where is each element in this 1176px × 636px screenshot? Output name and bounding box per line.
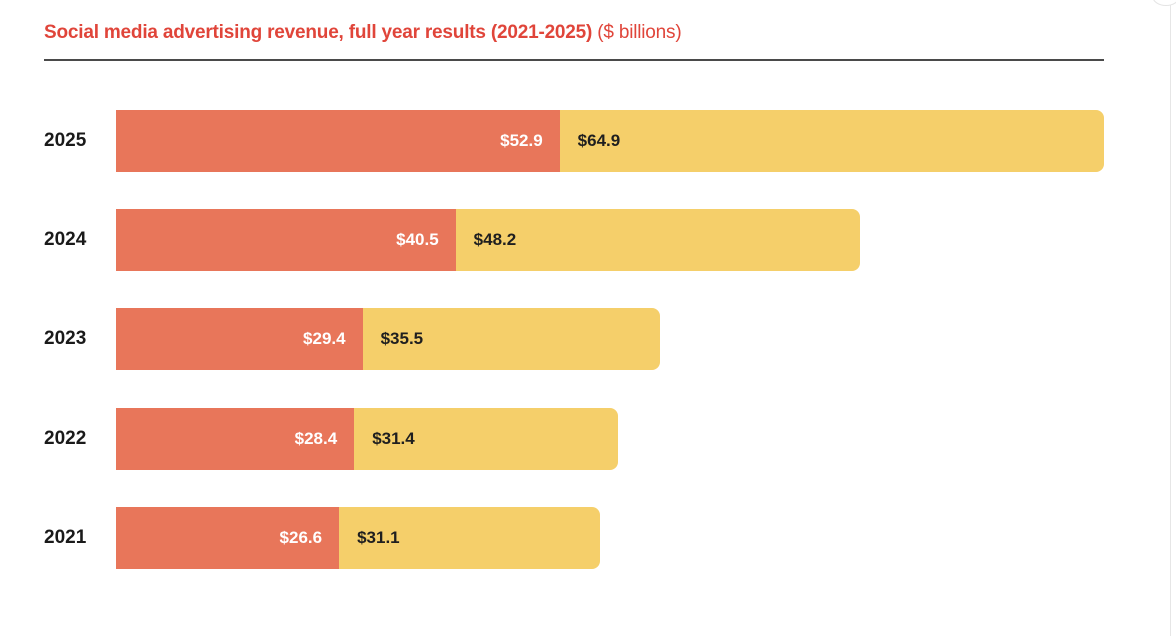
bar-segment-2: $31.4: [354, 407, 618, 470]
bar-segment-2: $48.2: [455, 209, 860, 272]
chart-title-unit: ($ billions): [597, 22, 682, 43]
bar-segment-1: $28.4: [116, 407, 355, 470]
bar-row-2021: 2021 $26.6 $31.1: [0, 506, 1176, 569]
category-label: 2024: [44, 229, 87, 251]
data-label: $29.4: [303, 329, 346, 349]
page-edge-divider: [1170, 0, 1171, 636]
category-label: 2025: [44, 130, 87, 151]
data-label: $64.9: [577, 131, 621, 150]
category-label: 2022: [44, 427, 87, 449]
data-label: $48.2: [473, 230, 517, 250]
bar-segment-1: $29.4: [116, 308, 363, 371]
bar-row-2023: 2023 $29.4 $35.5: [0, 308, 1176, 371]
bar-segment-2: $35.5: [362, 308, 661, 371]
bar-segment-1: $52.9: [116, 110, 560, 172]
chart-title: Social media advertising revenue, full y…: [44, 22, 682, 44]
category-label: 2023: [44, 328, 87, 350]
data-label: $52.9: [500, 131, 543, 150]
title-rule: [44, 59, 1104, 61]
data-label: $31.4: [372, 428, 415, 448]
category-label: 2021: [44, 526, 87, 548]
bar-row-2025: 2025 $52.9 $64.9: [0, 110, 1176, 172]
bar-segment-2: $64.9: [559, 110, 1104, 172]
bar-segment-2: $31.1: [339, 506, 600, 569]
data-label: $35.5: [380, 329, 424, 349]
chart-title-main: Social media advertising revenue, full y…: [44, 22, 593, 43]
data-label: $26.6: [279, 527, 323, 547]
data-label: $40.5: [396, 230, 439, 250]
bar-segment-1: $40.5: [116, 209, 456, 272]
data-label: $28.4: [294, 428, 338, 448]
bar-row-2022: 2022 $28.4 $31.4: [0, 407, 1176, 470]
data-label: $31.1: [357, 527, 400, 547]
bar-segment-1: $26.6: [116, 506, 340, 569]
bar-row-2024: 2024 $40.5 $48.2: [0, 209, 1176, 272]
